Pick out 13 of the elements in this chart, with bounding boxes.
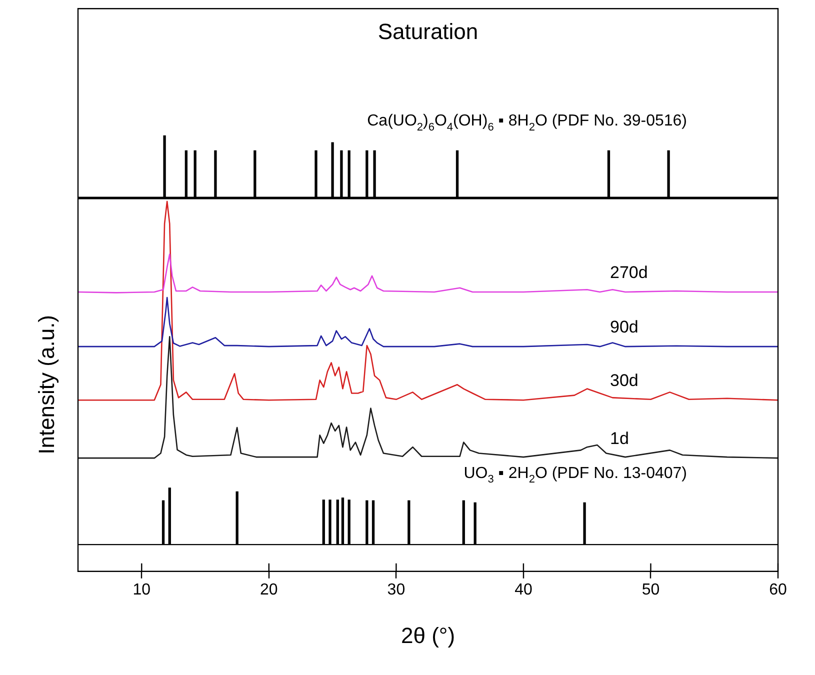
series-label: 270d	[610, 263, 648, 282]
series-label: 90d	[610, 318, 638, 337]
y-axis-title: Intensity (a.u.)	[34, 315, 60, 454]
x-tick-label: 30	[387, 581, 406, 598]
x-tick-label: 10	[132, 581, 151, 598]
x-tick-label: 20	[260, 581, 278, 598]
chart-title: Saturation	[378, 19, 478, 44]
x-tick-label: 60	[769, 581, 787, 598]
series-label: 30d	[610, 371, 638, 390]
x-tick-label: 40	[514, 581, 532, 598]
x-tick-label: 50	[642, 581, 660, 598]
x-axis-title: 2θ (°)	[400, 622, 456, 648]
series-label: 1d	[610, 429, 629, 448]
